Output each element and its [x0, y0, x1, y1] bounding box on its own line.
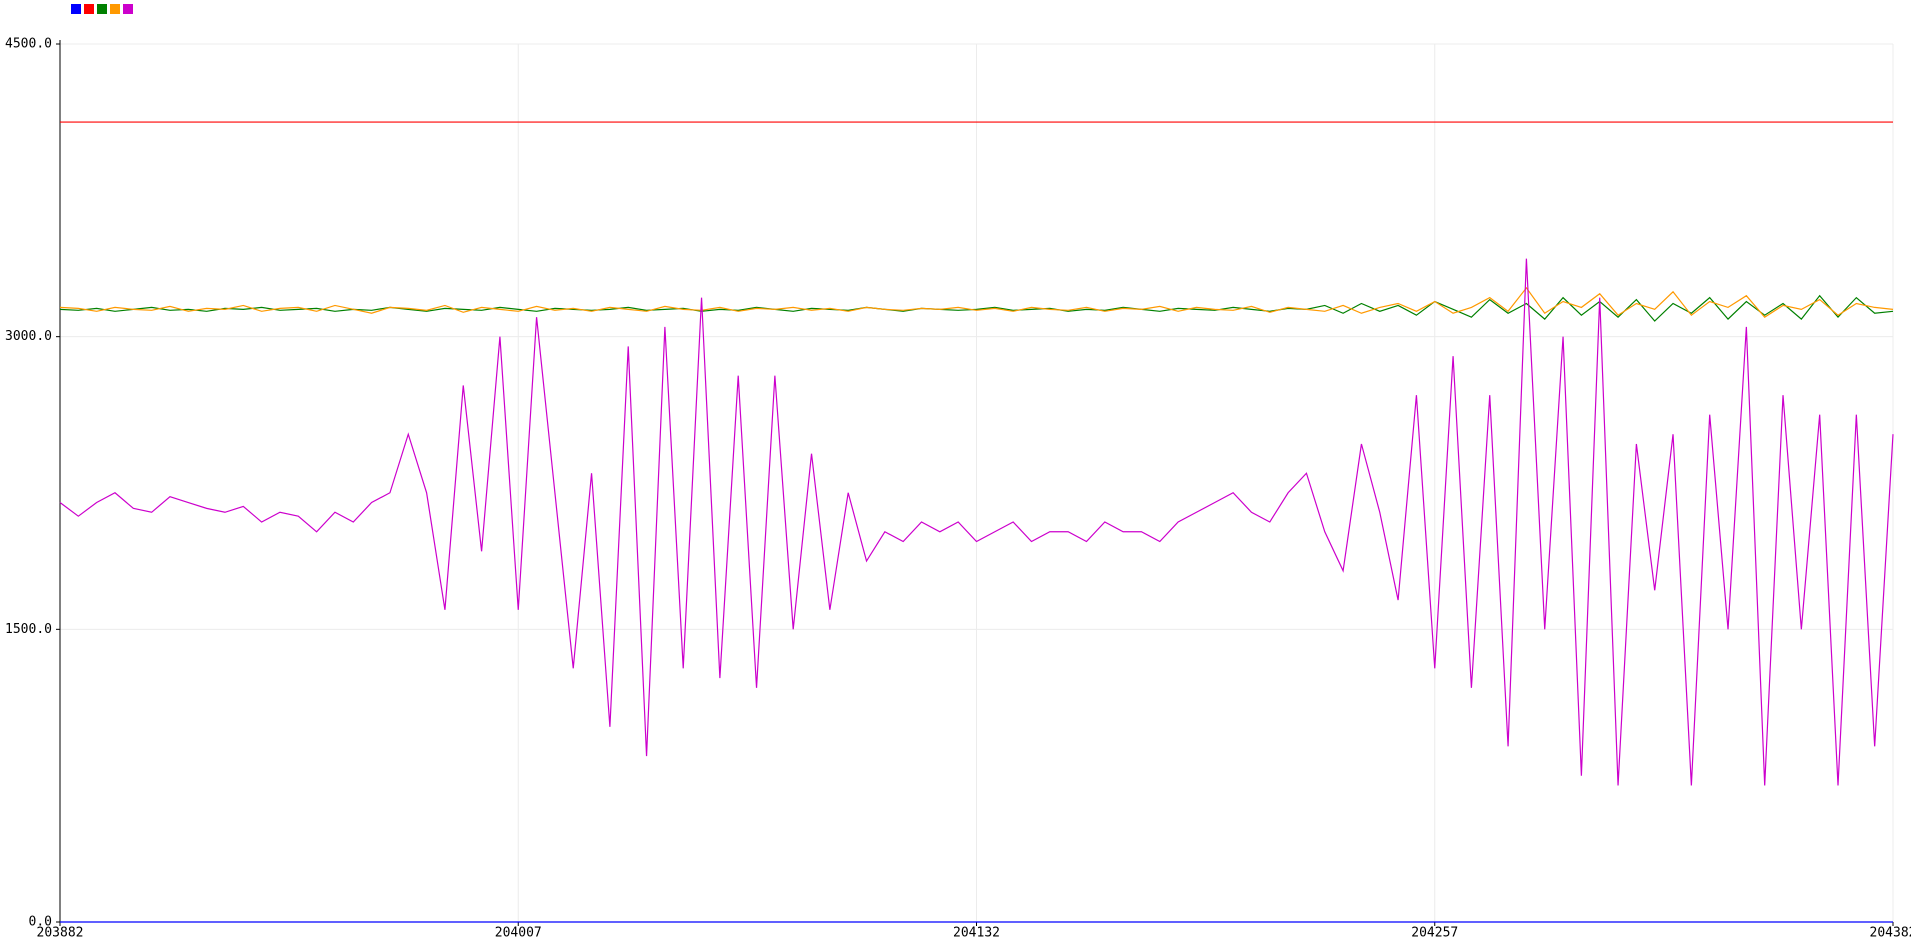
- legend: [71, 4, 133, 14]
- x-tick-label: 204007: [495, 926, 542, 941]
- x-tick-label: 204382: [1870, 926, 1911, 941]
- x-tick-label: 203882: [37, 926, 84, 941]
- series-line: [59, 258, 1894, 786]
- y-tick-label: 0.0: [29, 915, 52, 930]
- legend-swatch: [123, 4, 133, 14]
- legend-swatch: [97, 4, 107, 14]
- x-tick-label: 204257: [1411, 926, 1458, 941]
- y-tick-label: 4500.0: [5, 37, 52, 52]
- legend-swatch: [71, 4, 81, 14]
- legend-swatch: [110, 4, 120, 14]
- series-line: [59, 286, 1894, 318]
- x-tick-label: 204132: [953, 926, 1000, 941]
- series-line: [59, 294, 1894, 322]
- y-tick-label: 1500.0: [5, 622, 52, 637]
- y-tick-label: 3000.0: [5, 329, 52, 344]
- legend-swatch: [84, 4, 94, 14]
